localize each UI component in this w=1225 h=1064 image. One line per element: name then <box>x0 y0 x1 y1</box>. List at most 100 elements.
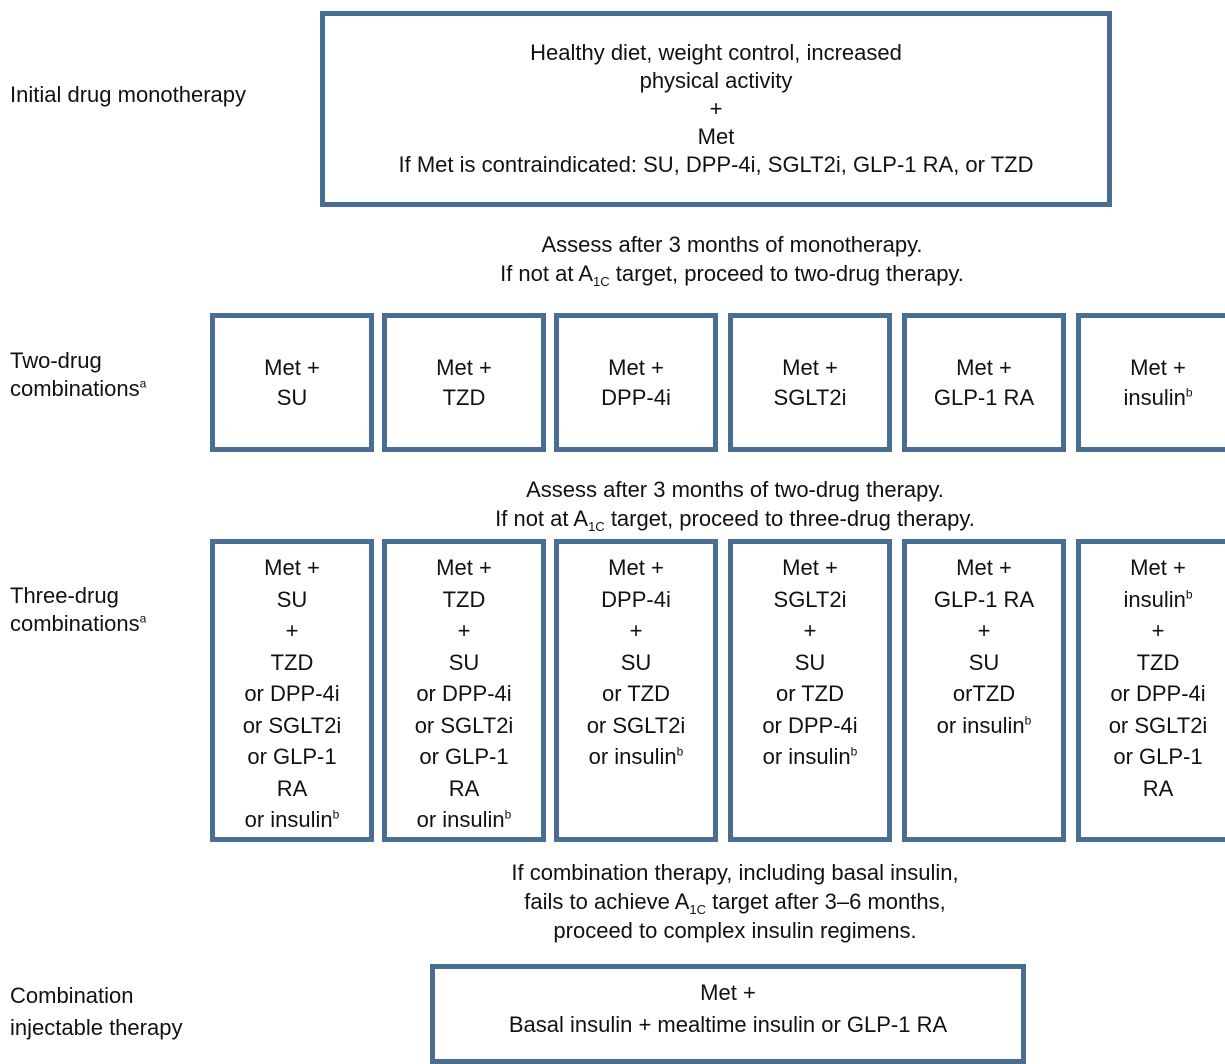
three-drug-line: or DPP-4i <box>244 681 340 706</box>
two-drug-box: Met + GLP-1 RA <box>902 313 1066 452</box>
three-drug-line: + <box>285 618 299 643</box>
three-drug-box: Met + DPP-4i + SU or TZD or SGLT2i or insulinb <box>554 539 718 842</box>
three-drug-line: orTZD <box>952 681 1016 706</box>
three-drug-line: or SGLT2i <box>242 712 342 738</box>
three-drug-line: TZD <box>442 586 486 612</box>
three-drug-line: or DPP-4i <box>416 681 512 706</box>
footnote-b-marker: b <box>1185 385 1193 400</box>
stage-label-two-drug-line1: Two-drug <box>10 348 102 373</box>
three-drug-line: or DPP-4i <box>762 712 858 738</box>
three-drug-line: SU <box>968 649 1000 675</box>
three-drug-box: Met + SU + TZD or DPP-4i or SGLT2i or GLP-1 RA o… <box>210 539 374 842</box>
three-drug-line: or insulinb <box>762 744 858 769</box>
three-drug-line: SU <box>276 586 308 612</box>
three-drug-line: or GLP-1 <box>419 744 509 769</box>
two-drug-box: Met + TZD <box>382 313 546 452</box>
two-drug-box: Met + DPP-4i <box>554 313 718 452</box>
footnote-b-marker: b <box>1185 587 1193 602</box>
three-drug-line: or insulinb <box>416 807 512 832</box>
monotherapy-line: + <box>709 96 723 121</box>
three-drug-line: or insulinb <box>936 712 1032 738</box>
monotherapy-line: Met <box>697 124 735 149</box>
three-drug-line: SU <box>794 649 826 675</box>
three-drug-line: SU <box>448 649 480 675</box>
footnote-b-marker: b <box>1024 713 1032 728</box>
three-drug-line: SGLT2i <box>773 586 847 612</box>
stage-label-two-drug: Two-drug combinationsa <box>10 347 146 403</box>
two-drug-line: Met + <box>608 354 664 380</box>
stage-label-injectable-line2: injectable therapy <box>10 1015 183 1040</box>
injectable-line: Basal insulin + mealtime insulin or GLP-… <box>508 1012 948 1037</box>
footnote-b-marker: b <box>850 744 858 759</box>
two-drug-line: Met + <box>1130 354 1186 380</box>
injectable-therapy-box: Met + Basal insulin + mealtime insulin o… <box>430 964 1026 1064</box>
three-drug-line: or insulinb <box>588 744 684 769</box>
two-drug-line: Met + <box>956 354 1012 380</box>
three-drug-box: Met + TZD + SU or DPP-4i or SGLT2i or GLP-1 RA o… <box>382 539 546 842</box>
assessment-note-line: Assess after 3 months of two-drug therap… <box>526 477 944 502</box>
stage-label-injectable-line1: Combination <box>10 983 134 1008</box>
stage-label-injectable: Combination injectable therapy <box>10 980 182 1044</box>
monotherapy-line: If Met is contraindicated: SU, DPP-4i, S… <box>398 152 1034 177</box>
three-drug-line: or DPP-4i <box>1110 681 1206 706</box>
three-drug-line: or SGLT2i <box>1108 712 1208 738</box>
two-drug-line: SGLT2i <box>773 384 847 410</box>
two-drug-box: Met + SU <box>210 313 374 452</box>
three-drug-box: Met + insulinb + TZD or DPP-4i or SGLT2i or GL… <box>1076 539 1225 842</box>
two-drug-line: GLP-1 RA <box>933 384 1035 410</box>
assessment-note-line: proceed to complex insulin regimens. <box>553 918 917 943</box>
three-drug-line: insulinb <box>1123 586 1193 612</box>
two-drug-line: Met + <box>436 354 492 380</box>
stage-label-three-drug-line2: combinations <box>10 611 140 636</box>
three-drug-line: GLP-1 RA <box>933 586 1035 612</box>
two-drug-line: DPP-4i <box>601 384 671 410</box>
three-drug-line: Met + <box>608 555 664 580</box>
three-drug-line: SU <box>620 649 652 675</box>
three-drug-line: TZD <box>1136 649 1180 675</box>
three-drug-line: + <box>629 618 643 643</box>
three-drug-line: DPP-4i <box>601 586 671 612</box>
assessment-note-line: Assess after 3 months of monotherapy. <box>541 232 923 257</box>
stage-label-monotherapy: Initial drug monotherapy <box>10 82 247 107</box>
assessment-note-line: If not at A1C target, proceed to three-d… <box>495 506 975 534</box>
three-drug-line: RA <box>448 775 480 801</box>
three-drug-box: Met + GLP-1 RA + SU orTZD or insulinb <box>902 539 1066 842</box>
three-drug-line: TZD <box>270 649 314 675</box>
assessment-note-line: fails to achieve A1C target after 3–6 mo… <box>524 889 946 917</box>
footnote-a-marker: a <box>139 611 147 626</box>
footnote-b-marker: b <box>676 744 684 759</box>
three-drug-line: or TZD <box>601 681 671 706</box>
two-drug-line: insulinb <box>1123 384 1193 410</box>
two-drug-line: Met + <box>264 354 320 380</box>
three-drug-line: or SGLT2i <box>586 712 686 738</box>
two-drug-box: Met + insulinb <box>1076 313 1225 452</box>
three-drug-line: Met + <box>264 555 320 580</box>
stage-label-two-drug-line2: combinations <box>10 376 140 401</box>
three-drug-line: RA <box>1142 775 1174 801</box>
assessment-note-two-drug: Assess after 3 months of two-drug therap… <box>420 475 1050 533</box>
footnote-a-marker: a <box>139 376 147 391</box>
assessment-note-line: If not at A1C target, proceed to two-dru… <box>500 261 964 289</box>
monotherapy-box: Healthy diet, weight control, increased … <box>320 11 1112 207</box>
monotherapy-line: physical activity <box>639 68 793 93</box>
three-drug-line: or GLP-1 <box>247 744 337 769</box>
three-drug-line: RA <box>276 775 308 801</box>
injectable-line: Met + <box>700 980 756 1005</box>
three-drug-line: Met + <box>782 555 838 580</box>
assessment-note-three-drug: If combination therapy, including basal … <box>430 858 1040 945</box>
three-drug-line: or GLP-1 <box>1113 744 1203 769</box>
stage-label-three-drug-line1: Three-drug <box>10 583 119 608</box>
three-drug-line: or insulinb <box>244 807 340 832</box>
two-drug-line: TZD <box>442 384 486 410</box>
three-drug-line: Met + <box>956 555 1012 580</box>
three-drug-line: or SGLT2i <box>414 712 514 738</box>
three-drug-line: + <box>1151 618 1165 643</box>
footnote-b-marker: b <box>504 807 512 822</box>
stage-label-three-drug: Three-drug combinationsa <box>10 582 146 638</box>
three-drug-line: Met + <box>1130 555 1186 580</box>
monotherapy-line: Healthy diet, weight control, increased <box>530 40 902 65</box>
three-drug-line: or TZD <box>775 681 845 706</box>
three-drug-line: + <box>977 618 991 643</box>
three-drug-line: + <box>803 618 817 643</box>
two-drug-line: Met + <box>782 354 838 380</box>
